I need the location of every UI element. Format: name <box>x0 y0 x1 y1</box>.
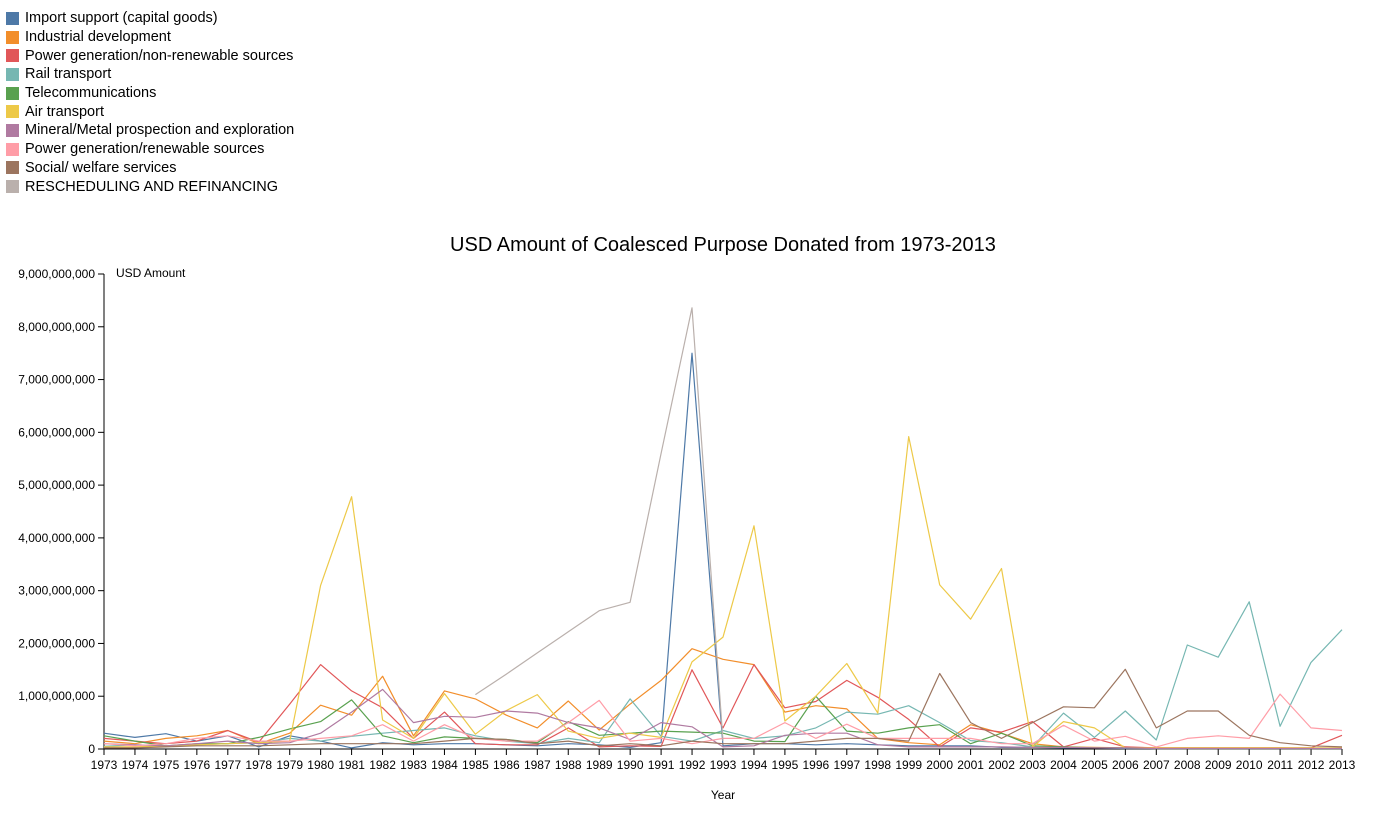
y-tick-label: 5,000,000,000 <box>18 478 95 492</box>
x-tick-label: 1997 <box>833 758 860 772</box>
legend-label: Social/ welfare services <box>25 159 177 176</box>
x-axis-label: Year <box>711 788 735 802</box>
series-line <box>103 664 1343 749</box>
chart-title: USD Amount of Coalesced Purpose Donated … <box>450 234 996 256</box>
y-axis: 0 1,000,000,000 2,000,000,000 3,000,000,000… <box>18 267 105 756</box>
y-tick-label: 7,000,000,000 <box>18 373 95 387</box>
legend-label: Import support (capital goods) <box>25 10 218 27</box>
legend-swatch <box>6 161 19 175</box>
legend-swatch <box>6 86 19 100</box>
legend-swatch <box>6 11 19 25</box>
x-tick-label: 2011 <box>1267 758 1293 772</box>
legend-item: Power generation/non-renewable sources <box>6 46 294 65</box>
x-tick-label: 2007 <box>1143 758 1170 772</box>
series-lines <box>103 307 1343 750</box>
series-line <box>104 668 1343 749</box>
legend-item: Industrial development <box>6 28 294 47</box>
legend-label: Power generation/renewable sources <box>25 141 265 158</box>
y-tick-label: 8,000,000,000 <box>18 320 95 334</box>
legend-item: Import support (capital goods) <box>6 9 294 28</box>
series-line <box>103 688 1342 750</box>
legend: Import support (capital goods) Industrial… <box>6 9 294 196</box>
y-tick-label: 4,000,000,000 <box>18 531 95 545</box>
x-tick-label: 2013 <box>1329 758 1356 772</box>
x-tick-label: 1985 <box>462 758 489 772</box>
x-tick-label: 1973 <box>91 758 118 772</box>
x-tick-label: 1980 <box>307 758 334 772</box>
y-tick-label: 2,000,000,000 <box>18 636 95 650</box>
x-tick-label: 1991 <box>648 758 675 772</box>
x-tick-label: 2006 <box>1112 758 1139 772</box>
y-axis-label: USD Amount <box>116 266 186 280</box>
legend-item: Mineral/Metal prospection and exploratio… <box>6 121 294 140</box>
legend-item: Telecommunications <box>6 84 294 103</box>
y-tick-label: 6,000,000,000 <box>18 425 95 439</box>
legend-item: Social/ welfare services <box>6 159 294 178</box>
legend-item: Air transport <box>6 102 294 121</box>
legend-swatch <box>6 67 19 81</box>
x-tick-label: 1982 <box>369 758 396 772</box>
x-tick-label: 2001 <box>957 758 984 772</box>
series-line <box>103 601 1343 748</box>
legend-label: Industrial development <box>25 29 171 46</box>
series-line <box>103 352 1342 750</box>
x-tick-label: 2002 <box>988 758 1015 772</box>
x-tick-label: 1975 <box>153 758 180 772</box>
x-tick-label: 1995 <box>772 758 799 772</box>
legend-swatch <box>6 105 19 119</box>
x-tick-label: 2008 <box>1174 758 1201 772</box>
x-tick-label: 1993 <box>710 758 737 772</box>
x-tick-label: 1999 <box>895 758 922 772</box>
series-line <box>104 436 1342 749</box>
x-tick-label: 2003 <box>1019 758 1046 772</box>
x-tick-label: 1989 <box>586 758 613 772</box>
x-tick-label: 1992 <box>679 758 706 772</box>
x-tick-label: 1986 <box>493 758 520 772</box>
legend-item: Power generation/renewable sources <box>6 140 294 159</box>
legend-label: Mineral/Metal prospection and exploratio… <box>25 122 295 139</box>
y-tick-label: 0 <box>88 742 95 756</box>
legend-label: Power generation/non-renewable sources <box>25 47 294 64</box>
x-tick-label: 1994 <box>741 758 768 772</box>
y-tick-label: 9,000,000,000 <box>18 267 95 281</box>
legend-swatch <box>6 49 19 63</box>
y-tick-label: 3,000,000,000 <box>18 584 95 598</box>
legend-label: Rail transport <box>25 66 112 83</box>
legend-swatch <box>6 142 19 156</box>
y-tick-label: 1,000,000,000 <box>18 689 95 703</box>
legend-swatch <box>6 180 19 194</box>
x-tick-label: 1976 <box>183 758 210 772</box>
x-tick-label: 1996 <box>802 758 829 772</box>
x-tick-label: 1983 <box>400 758 427 772</box>
x-tick-label: 1978 <box>245 758 272 772</box>
x-tick-label: 2004 <box>1050 758 1077 772</box>
x-tick-label: 1979 <box>276 758 303 772</box>
x-tick-label: 1998 <box>864 758 891 772</box>
x-tick-label: 2009 <box>1205 758 1232 772</box>
x-tick-label: 1990 <box>617 758 644 772</box>
x-tick-label: 2010 <box>1236 758 1263 772</box>
legend-label: RESCHEDULING AND REFINANCING <box>25 178 278 195</box>
legend-label: Telecommunications <box>25 85 157 102</box>
x-tick-label: 2000 <box>926 758 953 772</box>
legend-swatch <box>6 123 19 137</box>
x-tick-label: 1987 <box>524 758 551 772</box>
legend-swatch <box>6 30 19 44</box>
x-tick-label: 1984 <box>431 758 458 772</box>
x-tick-label: 2005 <box>1081 758 1108 772</box>
x-tick-label: 1988 <box>555 758 582 772</box>
x-tick-label: 1981 <box>338 758 365 772</box>
x-tick-label: 1977 <box>214 758 241 772</box>
legend-item: RESCHEDULING AND REFINANCING <box>6 177 294 196</box>
legend-label: Air transport <box>25 103 104 120</box>
legend-item: Rail transport <box>6 65 294 84</box>
x-tick-label: 1974 <box>122 758 149 772</box>
series-line <box>475 307 724 742</box>
x-tick-label: 2012 <box>1298 758 1325 772</box>
x-axis: 1973 1974 1975 1976 1977 1978 1979 1980 1981 1982… <box>91 748 1356 772</box>
